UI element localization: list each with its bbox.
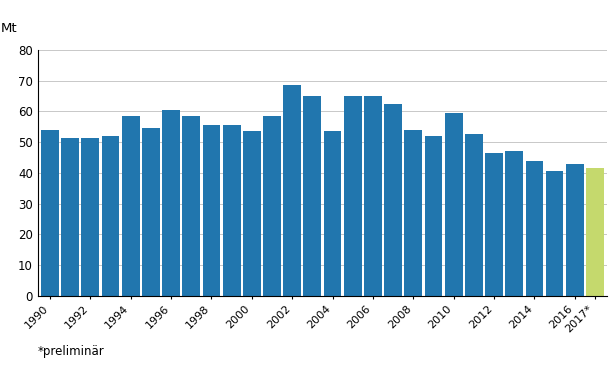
Bar bbox=[344, 96, 362, 296]
Bar bbox=[142, 128, 160, 296]
Bar bbox=[364, 96, 382, 296]
Bar bbox=[122, 116, 139, 296]
Bar bbox=[485, 153, 503, 296]
Bar bbox=[263, 116, 281, 296]
Bar bbox=[61, 138, 79, 296]
Bar bbox=[465, 134, 483, 296]
Bar bbox=[162, 110, 180, 296]
Bar bbox=[182, 116, 200, 296]
Text: *preliminär: *preliminär bbox=[38, 345, 104, 358]
Bar bbox=[445, 113, 462, 296]
Bar bbox=[283, 85, 301, 296]
Bar bbox=[303, 96, 321, 296]
Bar bbox=[203, 125, 220, 296]
Bar bbox=[324, 131, 341, 296]
Bar bbox=[102, 136, 119, 296]
Bar bbox=[384, 103, 402, 296]
Bar bbox=[41, 130, 59, 296]
Bar bbox=[566, 164, 584, 296]
Bar bbox=[586, 168, 604, 296]
Bar bbox=[405, 130, 422, 296]
Bar bbox=[243, 131, 261, 296]
Bar bbox=[526, 161, 543, 296]
Bar bbox=[223, 125, 241, 296]
Bar bbox=[505, 151, 523, 296]
Bar bbox=[546, 171, 564, 296]
Bar bbox=[82, 138, 99, 296]
Text: Mt: Mt bbox=[1, 22, 18, 35]
Bar bbox=[425, 136, 442, 296]
